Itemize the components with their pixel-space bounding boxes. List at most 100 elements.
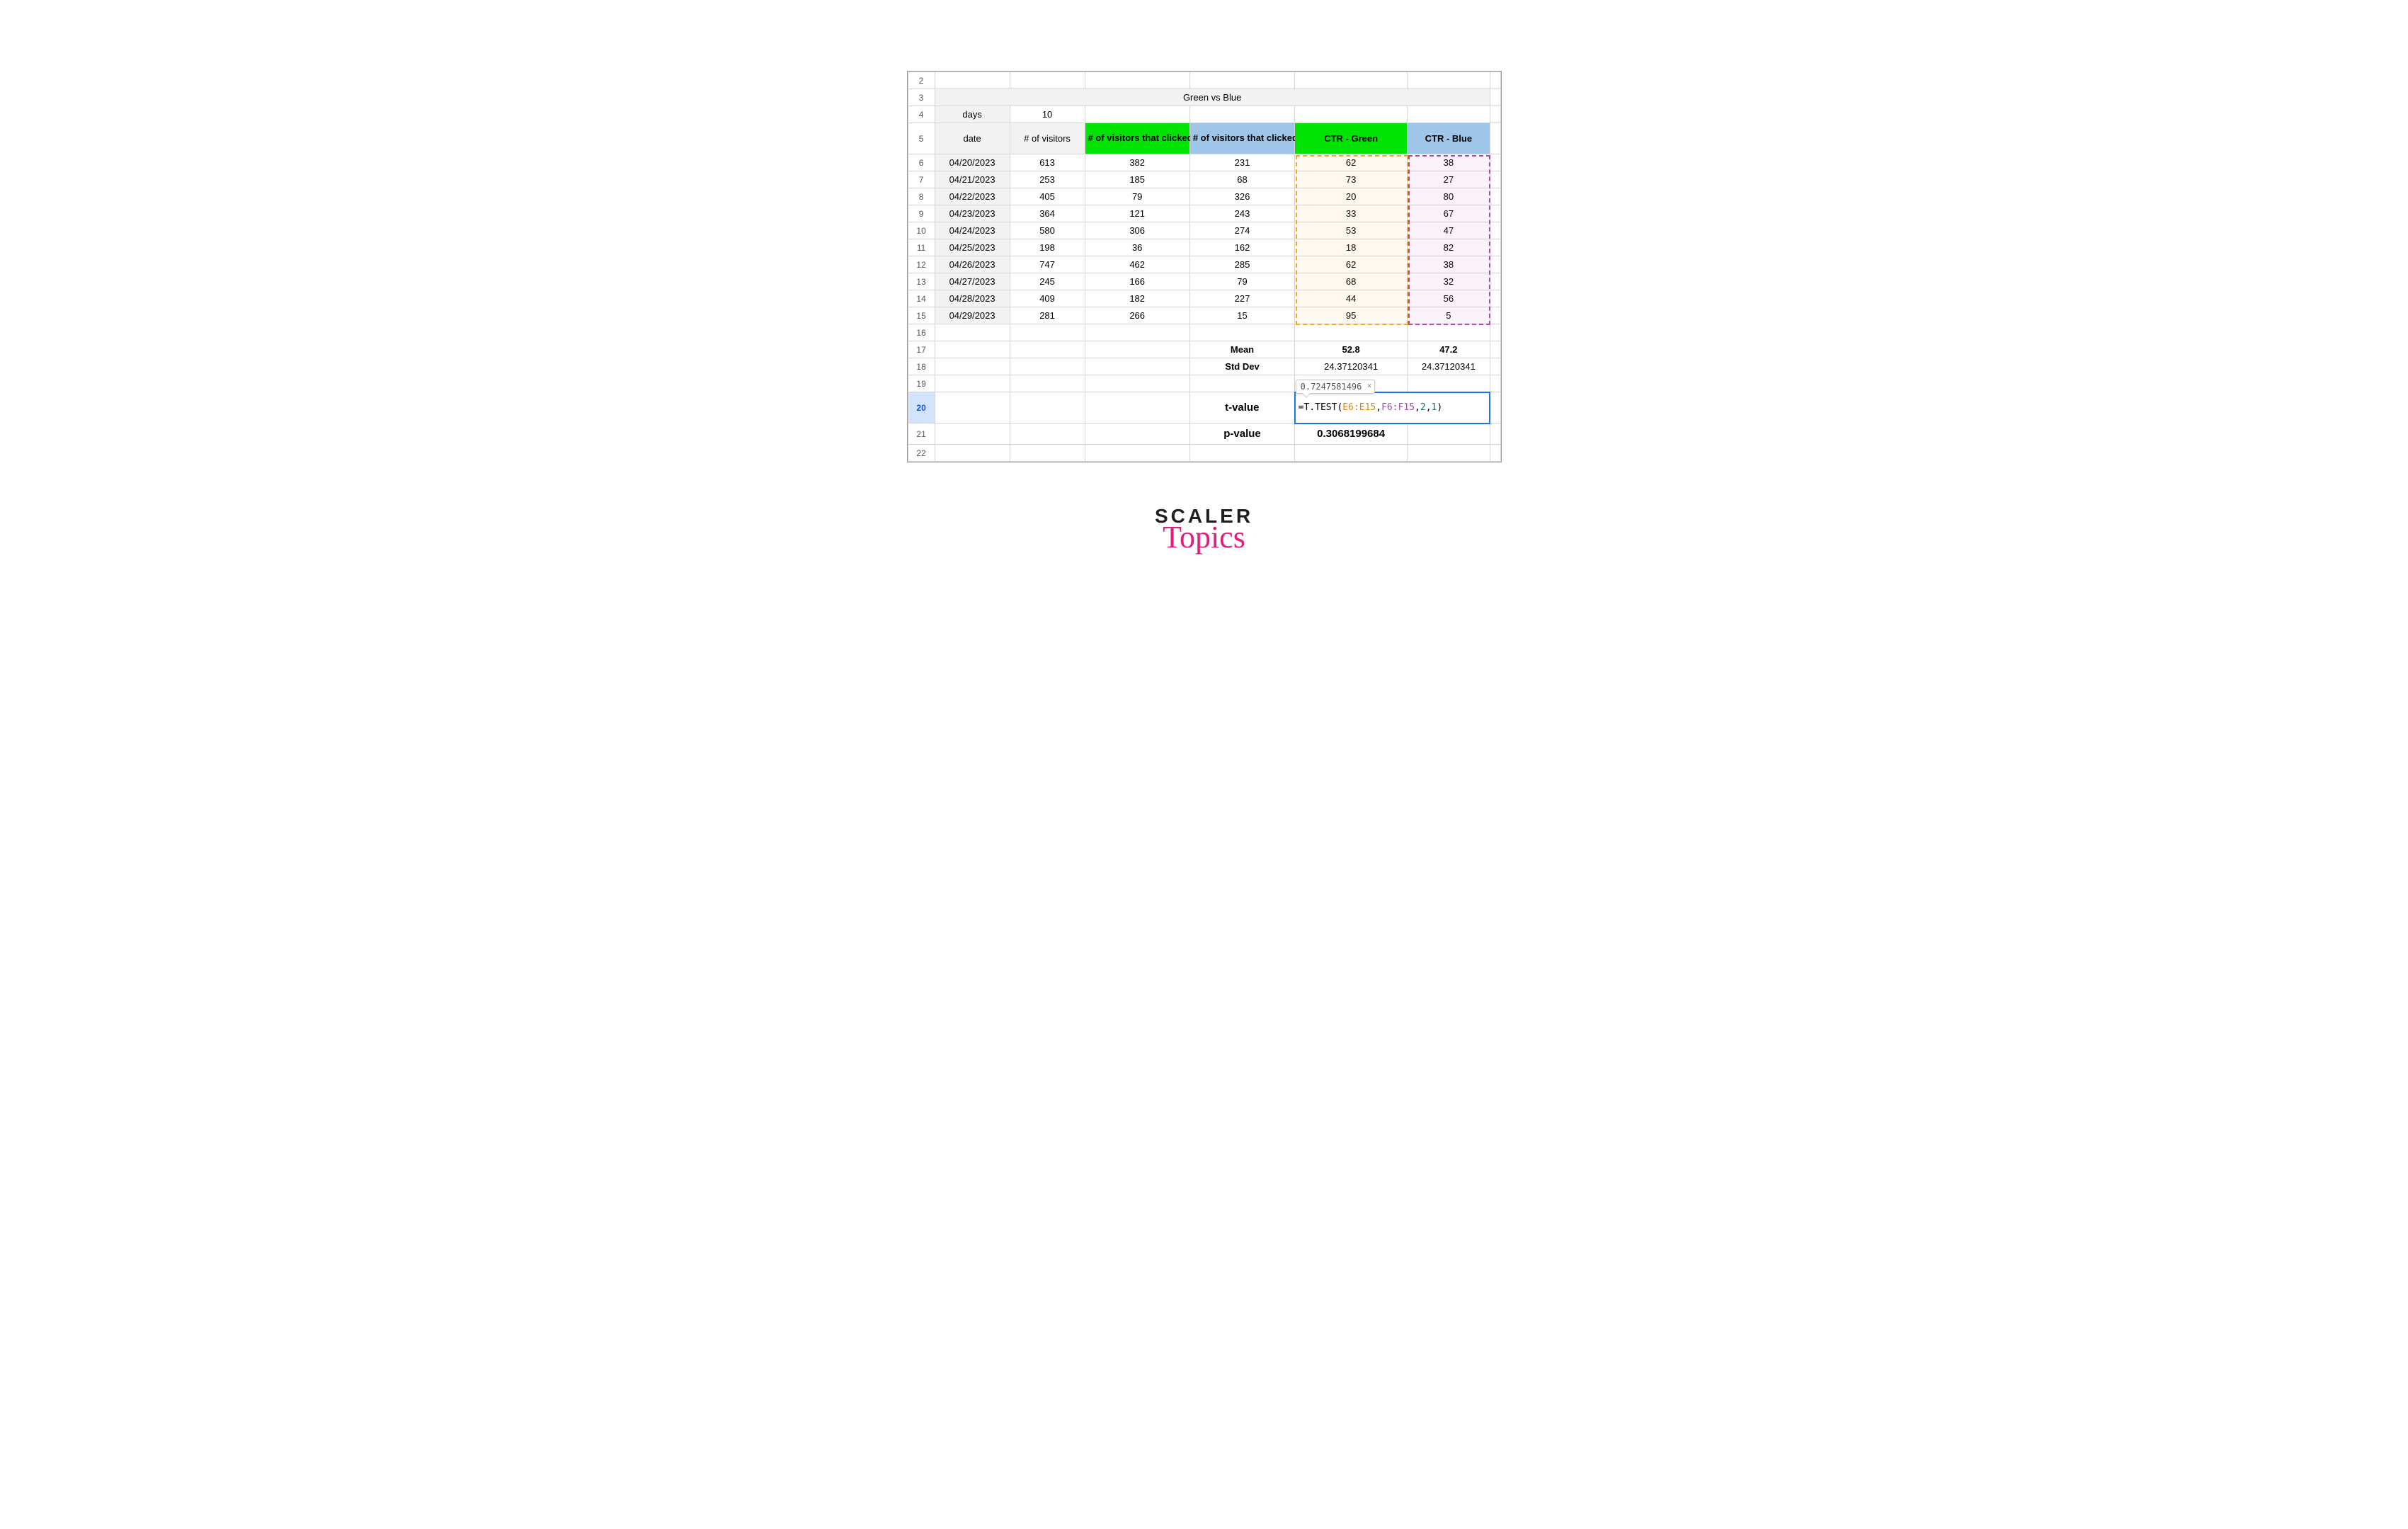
cell-ctr-green[interactable]: 62	[1295, 154, 1408, 171]
cell[interactable]	[1010, 392, 1085, 424]
column-header-ctr-blue[interactable]: CTR - Blue	[1408, 123, 1490, 154]
row-header[interactable]: 6	[908, 154, 935, 171]
formula-editing-cell[interactable]: 0.7247581496 =T.TEST(E6:E15,F6:F15,2,1)	[1295, 392, 1490, 424]
cell-visitors[interactable]: 364	[1010, 205, 1085, 222]
cell-clicked-blue[interactable]: 243	[1189, 205, 1294, 222]
p-value[interactable]: 0.3068199684	[1295, 424, 1408, 445]
cell-ctr-blue[interactable]: 27	[1408, 171, 1490, 188]
cell[interactable]	[1490, 205, 1500, 222]
cell[interactable]	[1010, 72, 1085, 89]
spreadsheet[interactable]: 2 3 Green vs Blue 4 days 10	[908, 72, 1501, 462]
cell[interactable]	[1085, 424, 1189, 445]
cell[interactable]	[1490, 106, 1500, 123]
mean-green[interactable]: 52.8	[1295, 341, 1408, 358]
cell-ctr-blue[interactable]: 32	[1408, 273, 1490, 290]
cell[interactable]	[1295, 445, 1408, 462]
row-header[interactable]: 8	[908, 188, 935, 205]
cell-ctr-green[interactable]: 44	[1295, 290, 1408, 307]
cell[interactable]	[1295, 72, 1408, 89]
cell[interactable]	[1010, 445, 1085, 462]
cell[interactable]	[1490, 89, 1500, 106]
cell-clicked-blue[interactable]: 326	[1189, 188, 1294, 205]
cell-clicked-green[interactable]: 382	[1085, 154, 1189, 171]
cell[interactable]	[1408, 106, 1490, 123]
cell-clicked-green[interactable]: 306	[1085, 222, 1189, 239]
cell-ctr-blue[interactable]: 56	[1408, 290, 1490, 307]
cell-date[interactable]: 04/20/2023	[935, 154, 1010, 171]
cell[interactable]	[1490, 358, 1500, 375]
row-header[interactable]: 16	[908, 324, 935, 341]
cell-clicked-blue[interactable]: 231	[1189, 154, 1294, 171]
cell-date[interactable]: 04/21/2023	[935, 171, 1010, 188]
cell[interactable]	[1490, 445, 1500, 462]
row-header[interactable]: 18	[908, 358, 935, 375]
row-header[interactable]: 9	[908, 205, 935, 222]
cell[interactable]	[1490, 72, 1500, 89]
cell[interactable]	[1490, 375, 1500, 392]
cell-clicked-green[interactable]: 185	[1085, 171, 1189, 188]
cell[interactable]	[1189, 375, 1294, 392]
row-header[interactable]: 17	[908, 341, 935, 358]
cell-clicked-green[interactable]: 166	[1085, 273, 1189, 290]
column-header-visitors[interactable]: # of visitors	[1010, 123, 1085, 154]
cell[interactable]	[1490, 171, 1500, 188]
cell[interactable]	[935, 358, 1010, 375]
cell-date[interactable]: 04/28/2023	[935, 290, 1010, 307]
cell-ctr-green[interactable]: 68	[1295, 273, 1408, 290]
cell[interactable]	[1490, 256, 1500, 273]
cell-clicked-blue[interactable]: 285	[1189, 256, 1294, 273]
cell-ctr-green[interactable]: 62	[1295, 256, 1408, 273]
cell-ctr-green[interactable]: 53	[1295, 222, 1408, 239]
cell-clicked-blue[interactable]: 68	[1189, 171, 1294, 188]
cell-ctr-green[interactable]: 33	[1295, 205, 1408, 222]
cell[interactable]	[1295, 106, 1408, 123]
cell-visitors[interactable]: 253	[1010, 171, 1085, 188]
mean-blue[interactable]: 47.2	[1408, 341, 1490, 358]
cell-visitors[interactable]: 613	[1010, 154, 1085, 171]
title-cell[interactable]: Green vs Blue	[935, 89, 1490, 106]
row-header[interactable]: 2	[908, 72, 935, 89]
cell[interactable]	[935, 341, 1010, 358]
row-header[interactable]: 15	[908, 307, 935, 324]
cell-ctr-blue[interactable]: 47	[1408, 222, 1490, 239]
cell-clicked-green[interactable]: 121	[1085, 205, 1189, 222]
cell-ctr-blue[interactable]: 38	[1408, 256, 1490, 273]
cell-visitors[interactable]: 580	[1010, 222, 1085, 239]
cell-visitors[interactable]: 198	[1010, 239, 1085, 256]
cell[interactable]	[935, 445, 1010, 462]
cell[interactable]	[1490, 424, 1500, 445]
row-header[interactable]: 22	[908, 445, 935, 462]
cell[interactable]	[1490, 392, 1500, 424]
cell-clicked-blue[interactable]: 15	[1189, 307, 1294, 324]
cell[interactable]	[1295, 324, 1408, 341]
cell[interactable]	[1010, 358, 1085, 375]
cell-ctr-green[interactable]: 18	[1295, 239, 1408, 256]
cell-visitors[interactable]: 409	[1010, 290, 1085, 307]
cell[interactable]	[935, 375, 1010, 392]
cell-ctr-blue[interactable]: 80	[1408, 188, 1490, 205]
cell[interactable]	[1010, 375, 1085, 392]
cell[interactable]	[1085, 72, 1189, 89]
row-header[interactable]: 11	[908, 239, 935, 256]
cell-clicked-green[interactable]: 266	[1085, 307, 1189, 324]
cell[interactable]	[935, 424, 1010, 445]
cell[interactable]	[1490, 324, 1500, 341]
cell[interactable]	[1189, 72, 1294, 89]
cell-clicked-blue[interactable]: 227	[1189, 290, 1294, 307]
row-header[interactable]: 20	[908, 392, 935, 424]
cell-ctr-blue[interactable]: 67	[1408, 205, 1490, 222]
cell-visitors[interactable]: 747	[1010, 256, 1085, 273]
row-header[interactable]: 12	[908, 256, 935, 273]
column-header-date[interactable]: date	[935, 123, 1010, 154]
cell-ctr-blue[interactable]: 38	[1408, 154, 1490, 171]
cell[interactable]	[1085, 392, 1189, 424]
cell-date[interactable]: 04/24/2023	[935, 222, 1010, 239]
t-value-label[interactable]: t-value	[1189, 392, 1294, 424]
cell[interactable]	[935, 392, 1010, 424]
cell[interactable]	[1408, 375, 1490, 392]
row-header[interactable]: 19	[908, 375, 935, 392]
row-header[interactable]: 4	[908, 106, 935, 123]
cell[interactable]	[1408, 424, 1490, 445]
row-header[interactable]: 3	[908, 89, 935, 106]
row-header[interactable]: 13	[908, 273, 935, 290]
